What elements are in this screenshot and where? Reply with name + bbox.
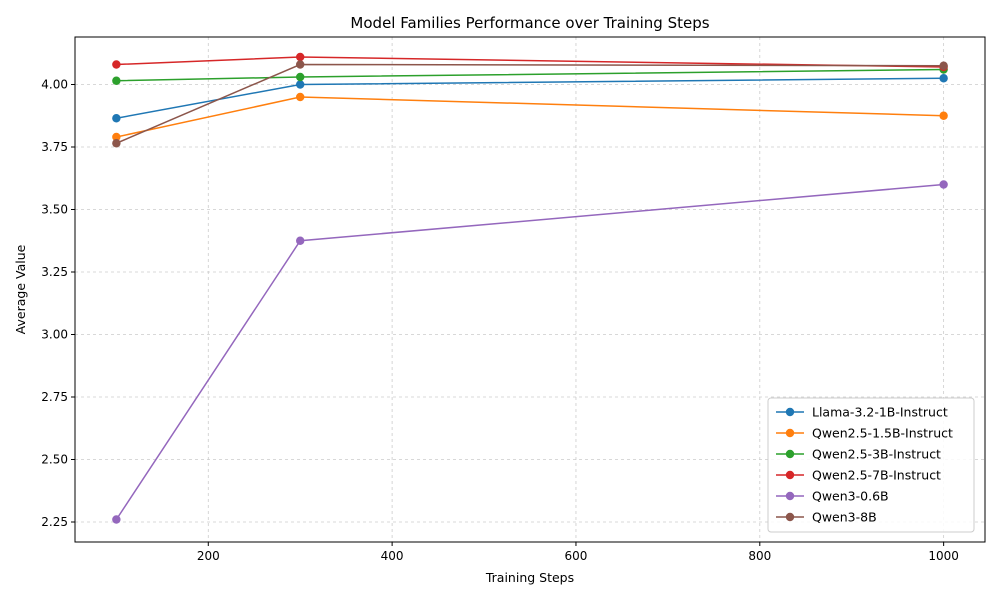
x-tick-label: 600 [565,549,588,563]
y-tick-label: 3.50 [41,203,68,217]
data-point [296,92,305,102]
series [112,92,948,142]
data-point [939,180,948,189]
legend-label: Qwen2.5-3B-Instruct [812,447,941,462]
y-tick-label: 4.00 [41,78,68,92]
series [112,180,948,524]
data-point [296,52,305,62]
legend-marker [785,449,795,459]
legend-item: Qwen3-8B [776,510,877,525]
plot-frame [74,36,986,543]
data-point [112,139,121,148]
data-point [112,132,121,142]
x-tick-label: 1000 [928,549,959,563]
series [112,74,948,123]
data-point [939,61,948,70]
legend-box [767,397,975,533]
data-point [112,60,121,69]
legend-item: Qwen2.5-1.5B-Instruct [776,426,953,441]
data-point [112,76,121,85]
x-tick-label: 200 [197,549,220,563]
legend-label: Qwen3-8B [812,510,877,525]
axis-ticks: 200 400 600 800 1000 2.25 2.50 2.75 3.00 3.25 3.50… [41,78,959,564]
series [112,52,948,72]
series [112,65,948,85]
data-point [112,515,121,524]
y-tick-label: 2.50 [41,453,68,467]
data-point [112,114,121,123]
data-point [296,60,305,69]
series-lines [112,52,948,524]
legend-label: Qwen2.5-7B-Instruct [812,468,941,483]
data-point [939,74,948,83]
legend-marker [785,428,795,438]
y-tick-label: 2.25 [41,515,68,529]
legend-item: Llama-3.2-1B-Instruct [776,405,948,420]
chart-title: Model Families Performance over Training… [350,14,709,32]
x-tick-label: 400 [381,549,404,563]
legend-label: Qwen2.5-1.5B-Instruct [812,426,953,441]
legend-item: Qwen3-0.6B [776,489,889,504]
legend-label: Llama-3.2-1B-Instruct [812,405,948,420]
legend-item: Qwen2.5-7B-Instruct [776,468,941,483]
legend-label: Qwen3-0.6B [812,489,889,504]
y-tick-label: 3.25 [41,265,68,279]
data-point [939,111,948,120]
data-point [296,80,305,89]
y-axis-label: Average Value [13,244,28,334]
x-axis-label: Training Steps [485,570,574,585]
series-line [116,96,944,138]
x-tick-label: 800 [748,549,771,563]
data-point [296,236,305,245]
y-tick-label: 3.00 [41,328,68,342]
y-tick-label: 2.75 [41,390,68,404]
y-tick-label: 3.75 [41,140,68,154]
data-point [296,72,305,82]
legend-marker [785,491,795,501]
legend-marker [785,512,795,522]
series [112,60,948,148]
legend: Llama-3.2-1B-Instruct Qwen2.5-1.5B-Instru… [767,397,975,533]
legend-item: Qwen2.5-3B-Instruct [776,447,941,462]
legend-marker [785,407,795,417]
legend-marker [785,470,795,480]
